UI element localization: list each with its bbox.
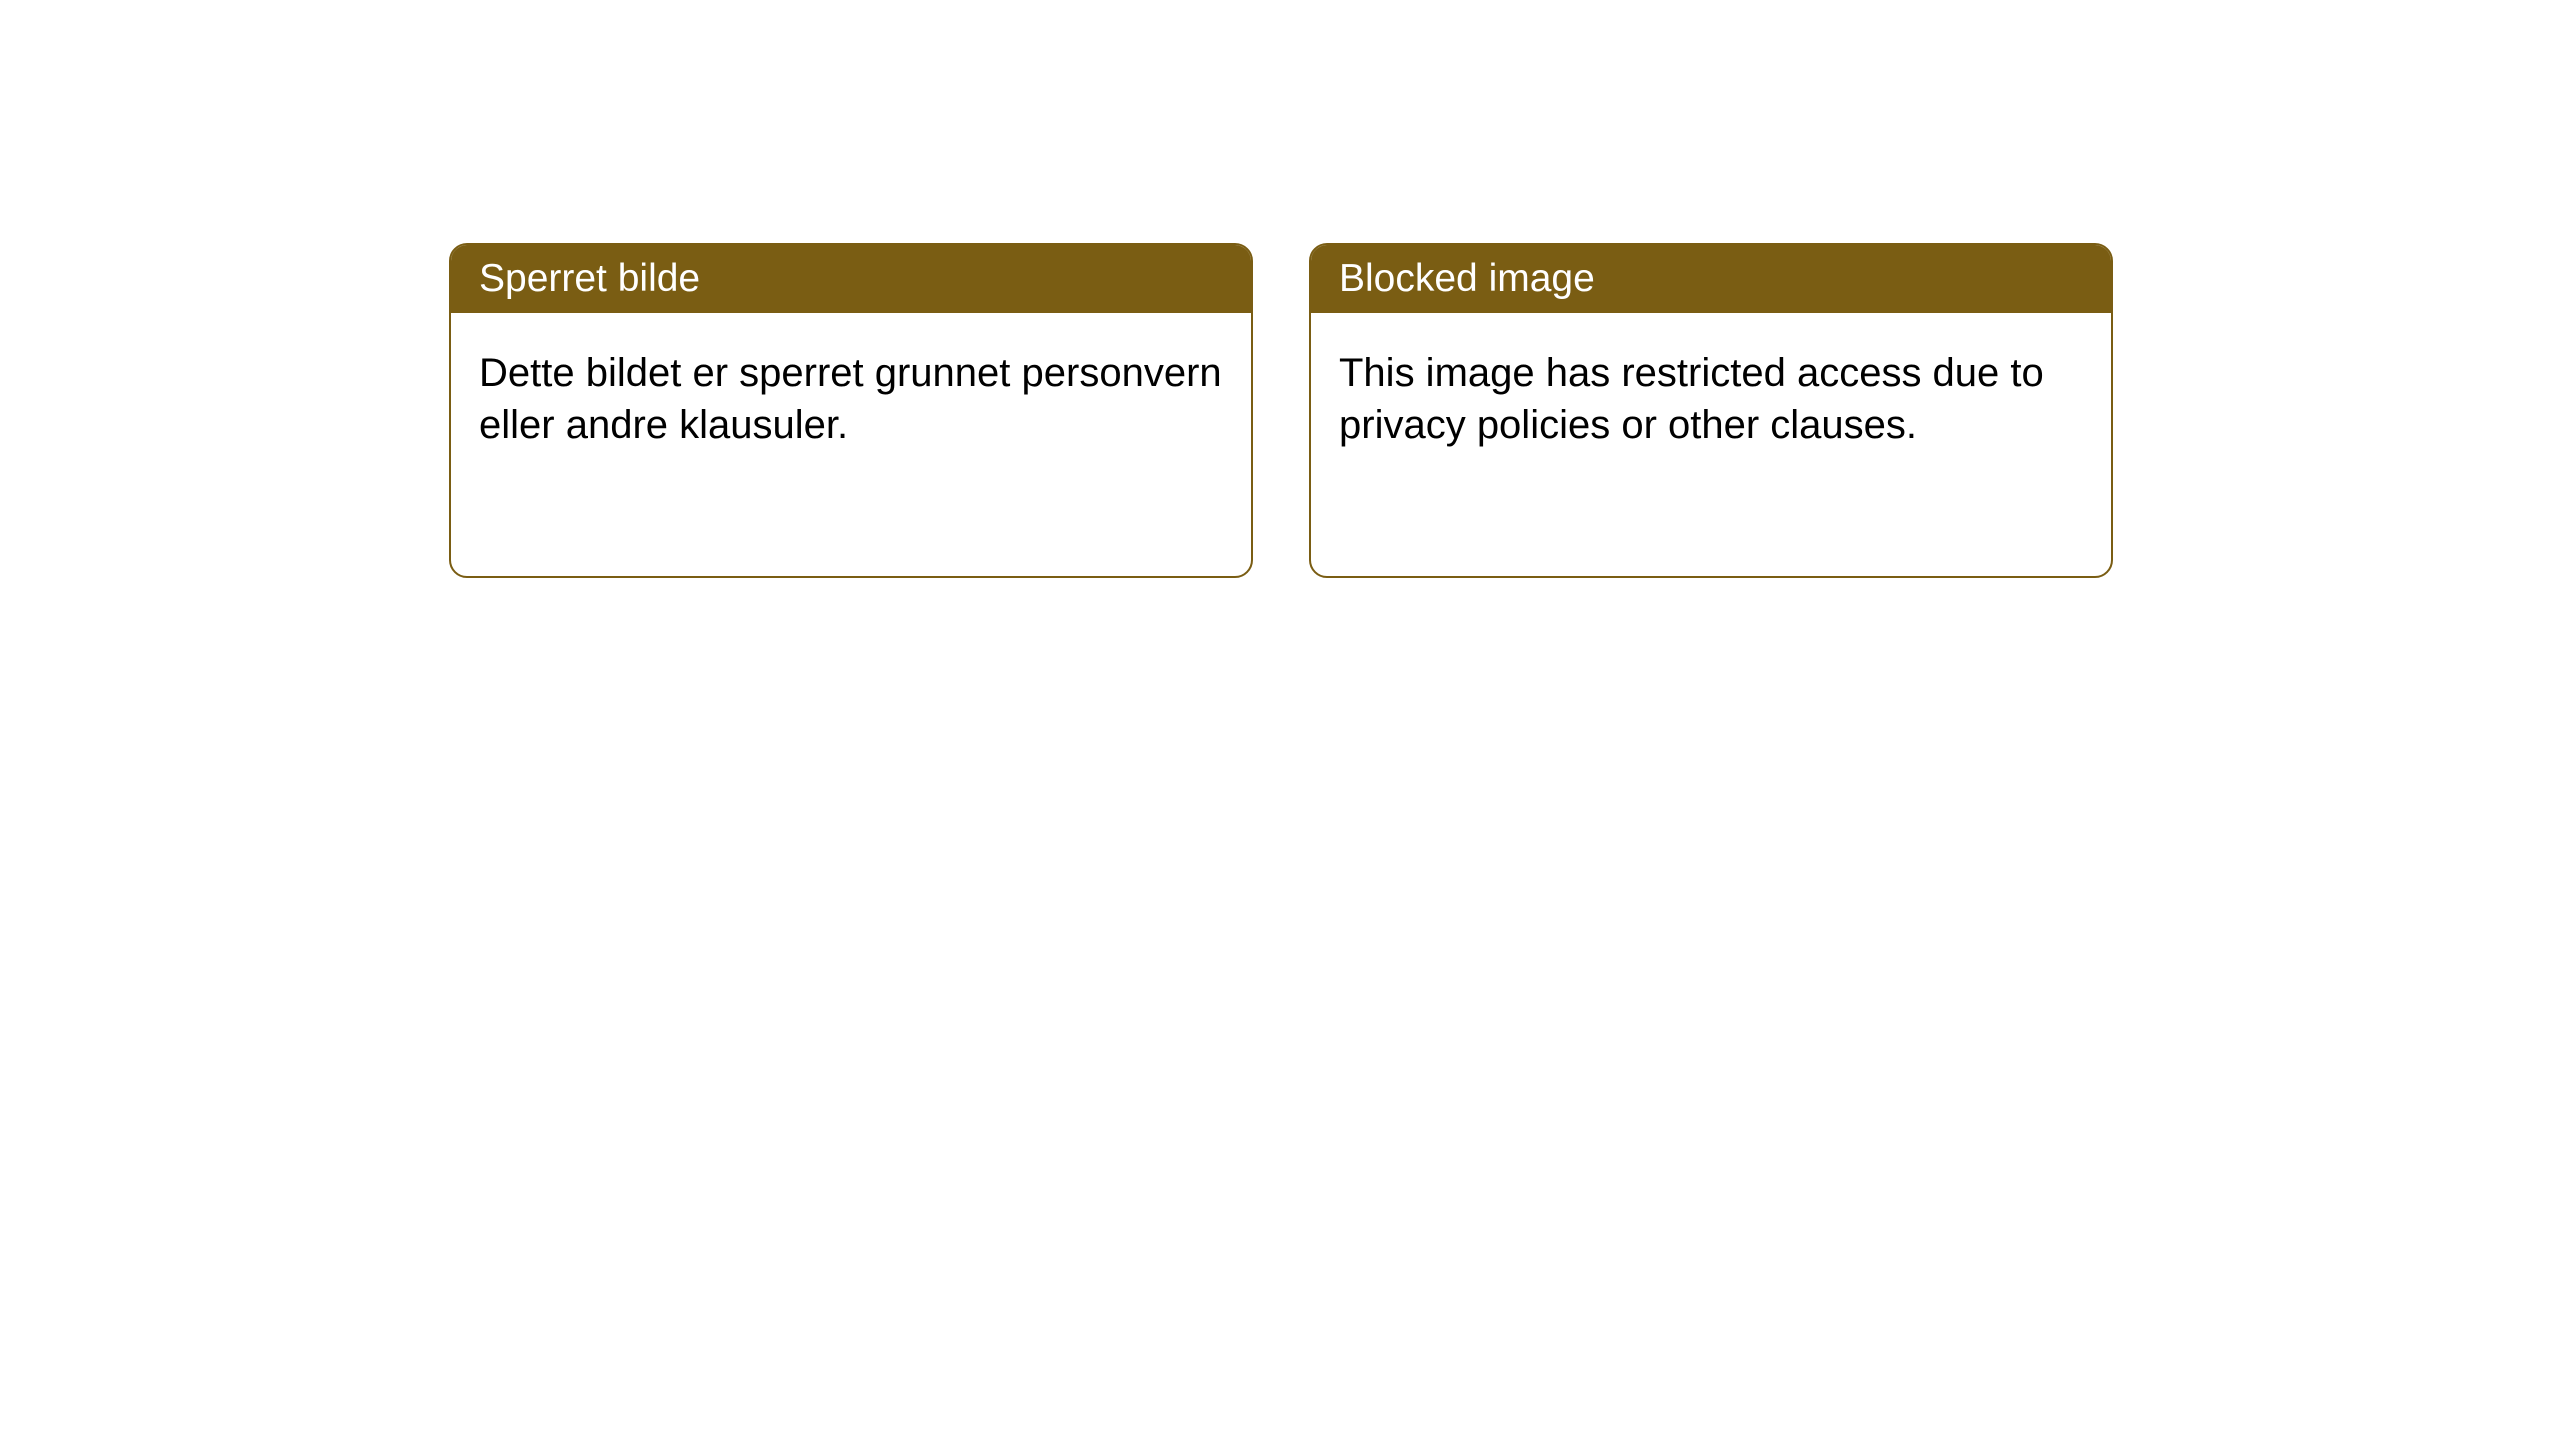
notice-card-header: Sperret bilde: [451, 245, 1251, 313]
notice-card-english: Blocked image This image has restricted …: [1309, 243, 2113, 578]
notice-card-norwegian: Sperret bilde Dette bildet er sperret gr…: [449, 243, 1253, 578]
notice-container: Sperret bilde Dette bildet er sperret gr…: [0, 0, 2560, 578]
notice-card-body: This image has restricted access due to …: [1311, 313, 2111, 485]
notice-card-header: Blocked image: [1311, 245, 2111, 313]
notice-card-body: Dette bildet er sperret grunnet personve…: [451, 313, 1251, 485]
